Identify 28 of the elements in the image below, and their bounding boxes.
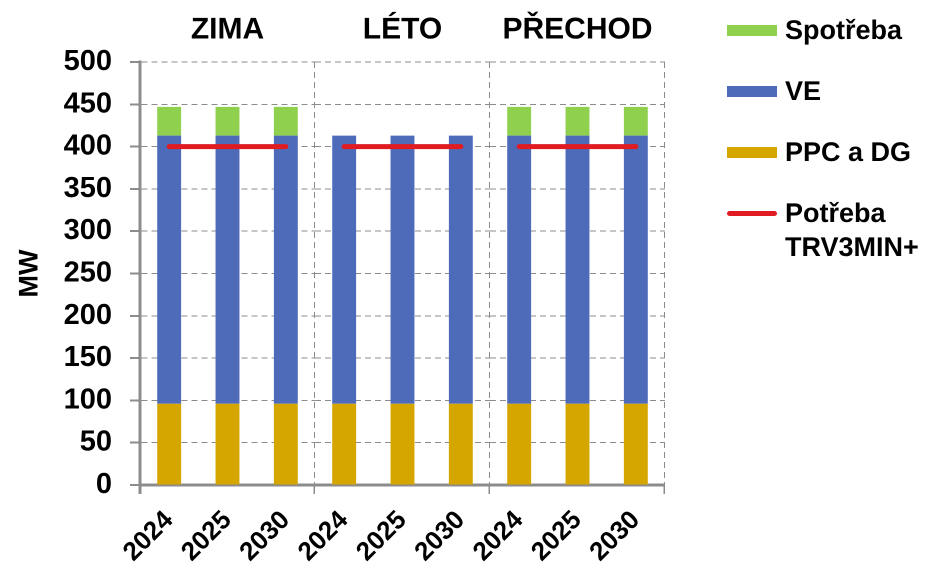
chart-title: ZIMA [190, 12, 264, 46]
y-tick-label: 150 [64, 341, 112, 374]
bar [216, 106, 240, 136]
legend-label: VE [785, 75, 822, 108]
y-tick-label: 50 [80, 426, 112, 458]
chart-title: LÉTO [362, 11, 442, 46]
bar [157, 404, 182, 484]
bar [157, 136, 182, 404]
y-tick-label: 250 [64, 256, 112, 288]
legend-label: PPC a DG [785, 136, 912, 169]
bar [274, 404, 298, 484]
bar [274, 106, 298, 136]
y-tick-label: 200 [64, 298, 112, 331]
y-tick-label: 100 [64, 383, 112, 416]
y-tick-label: 0 [96, 468, 112, 500]
y-tick-label: 400 [64, 130, 112, 162]
chart-title: PŘECHOD [502, 11, 653, 46]
bar [216, 136, 240, 404]
bar [216, 404, 240, 484]
y-tick-label: 300 [64, 214, 112, 246]
legend-label: Potřeba TRV3MIN+ [785, 197, 920, 264]
bar [157, 106, 182, 136]
bar [274, 136, 298, 404]
y-axis-title: MW [14, 249, 44, 298]
y-tick-label: 450 [64, 87, 112, 120]
y-tick-label: 350 [64, 172, 112, 204]
legend-label: Spotřeba [785, 14, 902, 47]
y-tick-label: 500 [64, 45, 112, 77]
